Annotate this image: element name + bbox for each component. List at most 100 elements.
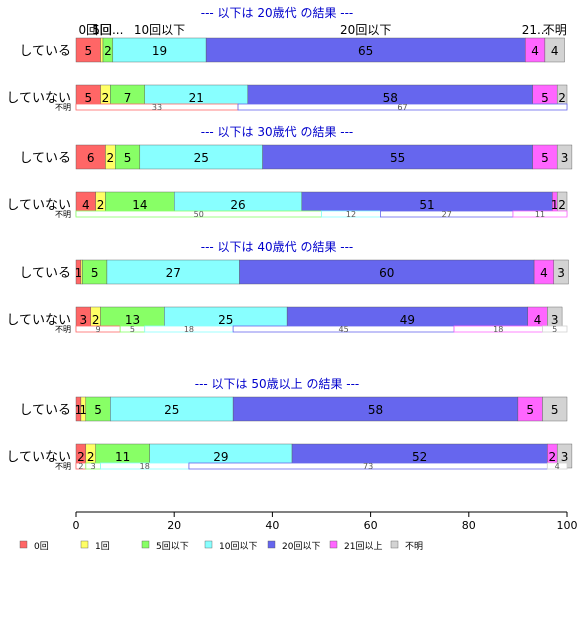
row-label: していない — [6, 450, 71, 465]
bar-segment — [556, 144, 573, 170]
legend-swatch — [80, 540, 89, 549]
unknown-data-label: 5 — [130, 325, 135, 334]
bar-segment — [139, 144, 263, 170]
data-label: 5 — [84, 44, 92, 58]
data-label: 5 — [124, 151, 132, 165]
data-label: 1 — [80, 403, 88, 417]
legend-swatch — [141, 540, 150, 549]
panel-title: --- 以下は 20歳代 の結果 --- — [201, 6, 354, 20]
data-label: 4 — [540, 266, 548, 280]
data-label: 2 — [87, 450, 95, 464]
bar-segment — [544, 37, 565, 63]
unknown-data-label: 45 — [339, 325, 349, 334]
legend-swatch — [19, 540, 28, 549]
data-label: 3 — [551, 313, 559, 327]
unknown-data-label: 27 — [442, 210, 452, 219]
bar-segment — [80, 259, 83, 285]
data-label: 2 — [77, 450, 85, 464]
data-label: 3 — [80, 313, 88, 327]
data-label: 5 — [551, 403, 559, 417]
data-label: 3 — [557, 266, 565, 280]
bar-segment — [553, 259, 569, 285]
legend-label: 5回以下 — [156, 541, 189, 552]
unknown-bar-segment — [542, 325, 568, 333]
unknown-data-label: 12 — [346, 210, 356, 219]
legend-label: 1回 — [95, 541, 110, 552]
data-label: 2 — [104, 44, 112, 58]
data-label: 2 — [102, 91, 110, 105]
unknown-data-label: 3 — [91, 462, 96, 471]
row-label: している — [19, 403, 71, 418]
data-label: 58 — [368, 403, 383, 417]
data-label: 65 — [358, 44, 373, 58]
unknown-data-label: 18 — [184, 325, 194, 334]
bar-segment — [115, 144, 141, 170]
data-label: 25 — [194, 151, 209, 165]
x-tick-label: 60 — [364, 519, 378, 532]
data-label: 1 — [75, 403, 83, 417]
legend-swatch — [390, 540, 399, 549]
data-label: 5 — [541, 151, 549, 165]
row-label: していない — [6, 313, 71, 328]
legend-swatch — [267, 540, 276, 549]
data-label: 27 — [166, 266, 181, 280]
data-label: 14 — [132, 198, 147, 212]
row-label: していない — [6, 198, 71, 213]
data-label: 52 — [412, 450, 427, 464]
bar-segment — [75, 37, 101, 63]
unknown-bar-segment — [512, 210, 568, 218]
data-label: 58 — [383, 91, 398, 105]
x-tick-label: 0 — [73, 519, 80, 532]
top-category-label: 不明 — [543, 23, 567, 37]
bar-segment — [75, 144, 106, 170]
data-label: 2 — [558, 198, 566, 212]
legend-swatch — [204, 540, 213, 549]
data-label: 3 — [561, 151, 569, 165]
unknown-data-label: 4 — [555, 462, 560, 471]
row-label: している — [19, 151, 71, 166]
data-label: 25 — [218, 313, 233, 327]
unknown-row-label: 不明 — [55, 462, 71, 471]
unknown-bar-segment — [546, 462, 568, 470]
unknown-row-label: 不明 — [55, 325, 71, 334]
unknown-row-label: 不明 — [55, 103, 71, 112]
row-label: している — [19, 266, 71, 281]
data-label: 4 — [82, 198, 90, 212]
row-label: している — [19, 44, 71, 59]
x-tick-label: 100 — [557, 519, 578, 532]
data-label: 25 — [164, 403, 179, 417]
top-category-label: 21... — [522, 23, 549, 37]
unknown-data-label: 73 — [363, 462, 373, 471]
data-label: 5 — [94, 403, 102, 417]
unknown-data-label: 11 — [535, 210, 545, 219]
unknown-data-label: 50 — [194, 210, 204, 219]
unknown-bar-segment — [237, 103, 568, 111]
unknown-data-label: 5 — [552, 325, 557, 334]
unknown-data-label: 2 — [78, 462, 83, 471]
legend-label: 10回以下 — [219, 541, 257, 552]
data-label: 49 — [400, 313, 415, 327]
bar-segment — [112, 37, 207, 63]
unknown-data-label: 9 — [96, 325, 101, 334]
data-label: 21 — [189, 91, 204, 105]
panel-title: --- 以下は 30歳代 の結果 --- — [201, 125, 354, 139]
legend-label: 20回以下 — [282, 541, 320, 552]
legend-swatch — [329, 540, 338, 549]
data-label: 6 — [87, 151, 95, 165]
data-label: 11 — [115, 450, 130, 464]
data-label: 1 — [551, 198, 559, 212]
top-category-label: 10回以下 — [134, 23, 185, 37]
bar-segment — [239, 259, 535, 285]
data-label: 4 — [551, 44, 559, 58]
data-label: 13 — [125, 313, 140, 327]
data-label: 2 — [92, 313, 100, 327]
legend-label: 21回以上 — [344, 541, 382, 552]
data-label: 2 — [548, 450, 556, 464]
panel-title: --- 以下は 40歳代 の結果 --- — [201, 240, 354, 254]
x-tick-label: 80 — [462, 519, 476, 532]
data-label: 5 — [541, 91, 549, 105]
data-label: 7 — [124, 91, 132, 105]
bar-segment — [100, 37, 104, 63]
unknown-data-label: 67 — [397, 103, 407, 112]
data-label: 5 — [526, 403, 534, 417]
